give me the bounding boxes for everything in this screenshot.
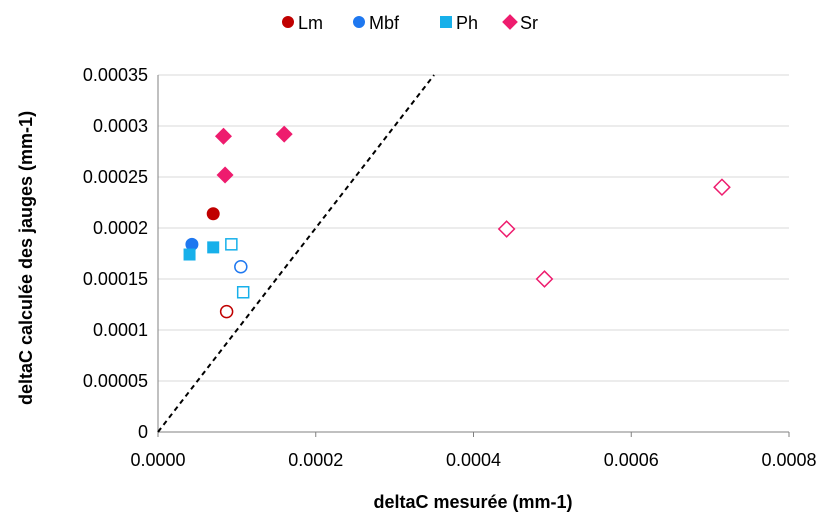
legend-label-sr: Sr — [520, 13, 538, 33]
point-lm-filled — [206, 207, 220, 221]
x-tick-label: 0.0008 — [761, 450, 816, 470]
point-sr-filled — [216, 166, 234, 184]
point-mbf-open — [234, 260, 248, 274]
legend-marker-lm — [282, 16, 294, 28]
point-ph-open — [236, 286, 250, 299]
point-sr-filled — [275, 125, 293, 143]
x-tick-label: 0.0000 — [130, 450, 185, 470]
legend-marker-ph — [440, 16, 452, 28]
y-tick-label: 0.00025 — [83, 167, 148, 187]
x-tick-label: 0.0002 — [288, 450, 343, 470]
y-axis-title: deltaC calculée des jauges (mm-1) — [16, 111, 36, 405]
legend-label-lm: Lm — [298, 13, 323, 33]
point-ph-open — [225, 238, 238, 251]
axes — [157, 75, 790, 437]
gridlines — [158, 74, 789, 382]
x-tick-labels: 0.0000 0.0002 0.0004 0.0006 0.0008 — [130, 450, 816, 470]
y-tick-label: 0.0001 — [93, 320, 148, 340]
point-lm-open — [219, 304, 234, 319]
legend: Lm Mbf Ph Sr — [282, 13, 538, 33]
y-tick-label: 0.00005 — [83, 371, 148, 391]
y-tick-label: 0 — [138, 422, 148, 442]
one-to-one-reference-line — [157, 74, 435, 433]
point-sr-open — [535, 270, 554, 288]
reference-line — [157, 74, 435, 433]
point-sr-open — [713, 178, 731, 197]
legend-label-mbf: Mbf — [369, 13, 400, 33]
legend-marker-mbf — [353, 16, 365, 28]
y-tick-label: 0.00035 — [83, 65, 148, 85]
legend-marker-sr — [502, 14, 518, 30]
point-sr-filled — [214, 127, 232, 145]
y-tick-label: 0.0002 — [93, 218, 148, 238]
point-sr-open — [497, 220, 516, 238]
y-tick-label: 0.00015 — [83, 269, 148, 289]
y-tick-label: 0.0003 — [93, 116, 148, 136]
x-tick-label: 0.0006 — [604, 450, 659, 470]
x-axis-title: deltaC mesurée (mm-1) — [373, 492, 572, 512]
x-tick-label: 0.0004 — [446, 450, 501, 470]
data-points — [183, 125, 731, 319]
point-ph-filled — [207, 241, 220, 254]
legend-label-ph: Ph — [456, 13, 478, 33]
y-tick-labels: 0 0.00005 0.0001 0.00015 0.0002 0.00025 0.0003… — [83, 65, 148, 442]
point-ph-filled — [183, 248, 196, 261]
